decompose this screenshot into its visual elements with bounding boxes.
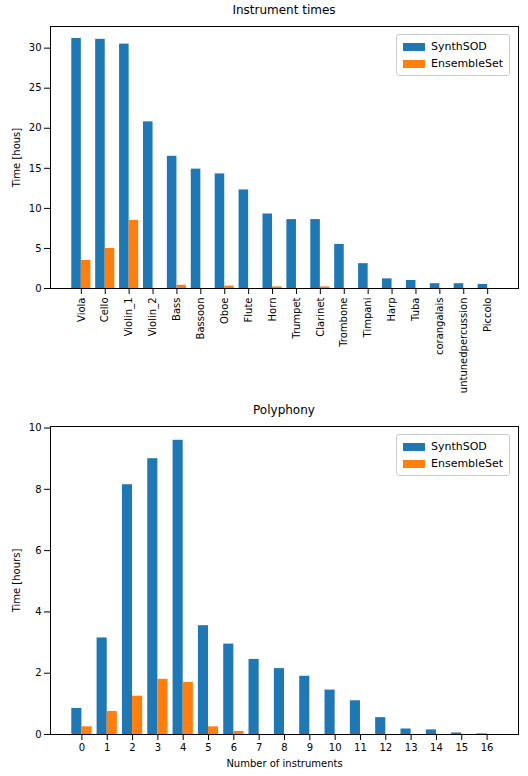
svg-text:3: 3: [155, 742, 161, 753]
svg-text:10: 10: [29, 422, 42, 433]
svg-text:5: 5: [205, 742, 211, 753]
svg-text:untunedpercussion: untunedpercussion: [458, 298, 469, 394]
svg-text:Timpani: Timpani: [362, 298, 373, 339]
svg-text:20: 20: [29, 122, 42, 133]
html-text:Polyphony: Polyphony: [253, 403, 315, 417]
svg-text:15: 15: [455, 742, 468, 753]
svg-text:0: 0: [35, 283, 41, 294]
svg-text:2: 2: [35, 667, 41, 678]
svg-text:8: 8: [35, 484, 41, 495]
svg-text:0: 0: [79, 742, 85, 753]
svg-text:5: 5: [35, 243, 41, 254]
svg-text:8: 8: [281, 742, 287, 753]
svg-text:6: 6: [231, 742, 237, 753]
svg-text:12: 12: [379, 742, 392, 753]
svg-text:Trombone: Trombone: [338, 298, 349, 348]
html-text:Instrument times: Instrument times: [232, 3, 336, 17]
svg-text:6: 6: [35, 545, 41, 556]
svg-text:13: 13: [405, 742, 418, 753]
html-text:SynthSOD: SynthSOD: [431, 440, 487, 453]
svg-text:Piccolo: Piccolo: [482, 298, 493, 333]
svg-text:7: 7: [256, 742, 262, 753]
svg-text:2: 2: [129, 742, 135, 753]
svg-text:Bassoon: Bassoon: [195, 298, 206, 340]
svg-text:Trumpet: Trumpet: [291, 297, 302, 339]
svg-text:4: 4: [35, 606, 41, 617]
svg-text:Number of instruments: Number of instruments: [226, 758, 342, 769]
svg-text:Time [hous]: Time [hous]: [11, 128, 22, 189]
svg-text:Oboe: Oboe: [219, 298, 230, 325]
svg-text:Time [hours]: Time [hours]: [11, 549, 22, 614]
svg-text:corangalais: corangalais: [434, 298, 445, 356]
svg-text:9: 9: [307, 742, 313, 753]
html-text:EnsembleSet: EnsembleSet: [431, 457, 503, 470]
svg-text:30: 30: [29, 42, 42, 53]
svg-text:Flute: Flute: [243, 298, 254, 323]
svg-text:Bass: Bass: [171, 298, 182, 321]
svg-text:0: 0: [35, 729, 41, 740]
svg-text:Horn: Horn: [267, 298, 278, 322]
svg-text:Tuba: Tuba: [410, 298, 421, 322]
svg-text:11: 11: [354, 742, 367, 753]
svg-text:25: 25: [29, 82, 42, 93]
svg-text:Cello: Cello: [99, 298, 110, 323]
svg-text:14: 14: [430, 742, 443, 753]
svg-text:Harp: Harp: [386, 298, 397, 322]
svg-text:1: 1: [104, 742, 110, 753]
html-text:SynthSOD: SynthSOD: [431, 40, 487, 53]
svg-text:Violin_1: Violin_1: [123, 298, 135, 337]
svg-text:15: 15: [29, 163, 42, 174]
svg-text:4: 4: [180, 742, 186, 753]
html-text:EnsembleSet: EnsembleSet: [431, 57, 503, 70]
svg-text:16: 16: [481, 742, 494, 753]
svg-text:Clarinet: Clarinet: [315, 297, 326, 336]
svg-text:Viola: Viola: [76, 298, 87, 322]
svg-text:Violin_2: Violin_2: [147, 298, 159, 337]
svg-text:10: 10: [329, 742, 342, 753]
svg-text:10: 10: [29, 203, 42, 214]
